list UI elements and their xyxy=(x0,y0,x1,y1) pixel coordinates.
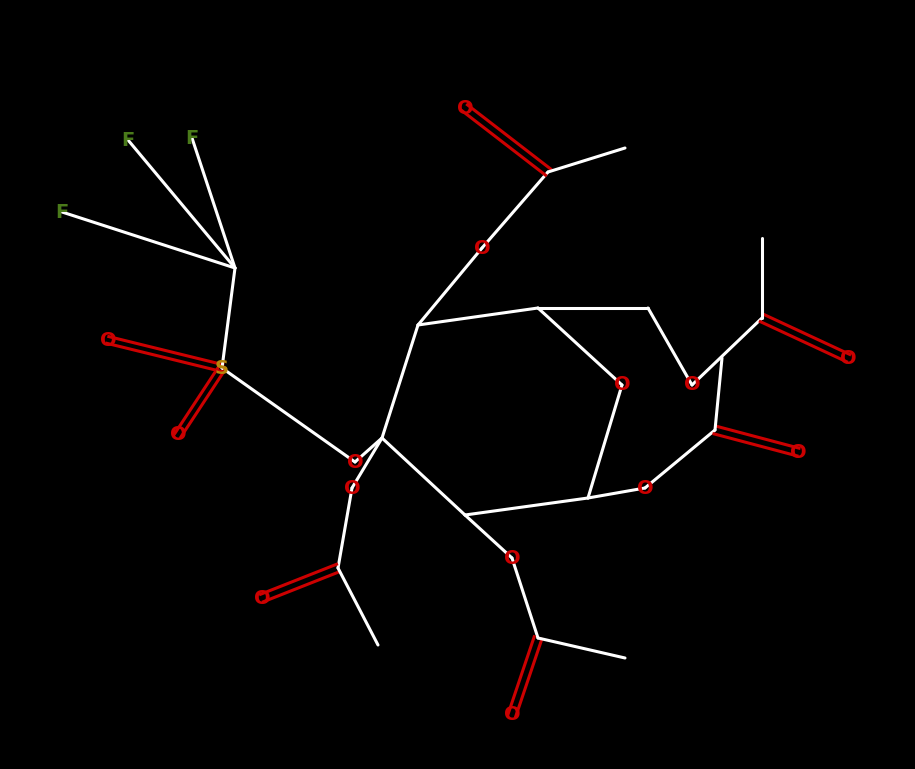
Text: O: O xyxy=(684,375,700,394)
Text: O: O xyxy=(790,442,806,461)
Text: O: O xyxy=(457,98,473,118)
Text: O: O xyxy=(474,238,490,258)
Text: O: O xyxy=(637,478,653,498)
Text: F: F xyxy=(122,131,135,149)
Text: O: O xyxy=(253,588,270,608)
Text: O: O xyxy=(503,548,521,568)
Text: O: O xyxy=(169,425,187,444)
Text: O: O xyxy=(503,705,521,724)
Text: O: O xyxy=(100,331,116,349)
Text: O: O xyxy=(614,375,630,394)
Text: S: S xyxy=(215,358,229,378)
Text: F: F xyxy=(186,128,199,148)
Text: O: O xyxy=(840,348,856,368)
Text: F: F xyxy=(56,202,69,221)
Text: O: O xyxy=(347,452,363,471)
Text: O: O xyxy=(344,478,361,498)
